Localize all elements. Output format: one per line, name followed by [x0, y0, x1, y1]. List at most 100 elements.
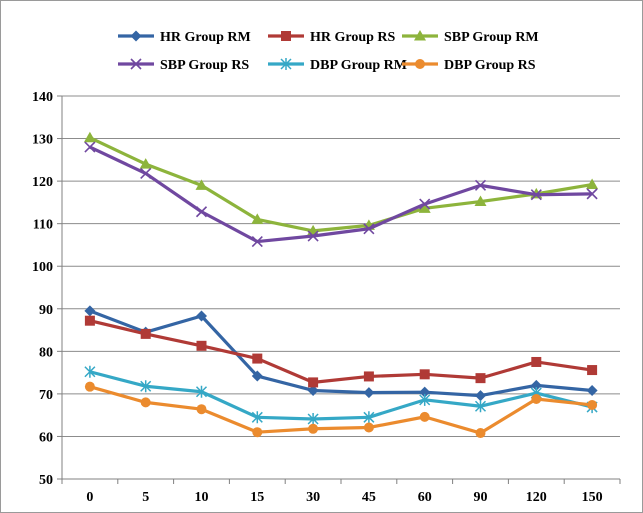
data-point: [419, 393, 431, 406]
data-point: [251, 235, 263, 248]
y-tick-label: 60: [39, 430, 53, 445]
data-point: [251, 370, 263, 382]
legend-label: SBP Group RM: [444, 30, 539, 45]
data-point: [419, 198, 431, 210]
data-point: [586, 178, 599, 190]
legend-label: HR Group RS: [310, 30, 396, 45]
series-lines: [83, 131, 599, 439]
data-point: [195, 179, 208, 190]
data-point: [84, 305, 96, 317]
y-tick-label: 110: [33, 218, 53, 233]
data-point: [475, 428, 486, 439]
series-line: [89, 136, 593, 233]
data-point: [195, 385, 208, 398]
series-sbp-group-rs: [84, 141, 598, 248]
legend-label: DBP Group RS: [444, 58, 536, 73]
data-point: [530, 189, 542, 201]
data-point: [252, 427, 263, 438]
data-point: [586, 384, 598, 396]
data-point: [530, 379, 542, 391]
y-tick-label: 90: [39, 303, 53, 318]
x-tick-label: 150: [582, 490, 603, 505]
data-point: [196, 340, 207, 351]
data-point: [474, 179, 487, 191]
data-point: [251, 411, 263, 424]
data-point: [363, 223, 375, 235]
data-point: [139, 158, 152, 169]
axes: [57, 95, 621, 484]
legend-label: DBP Group RM: [310, 58, 407, 73]
data-point: [419, 411, 430, 422]
data-point: [531, 356, 542, 367]
x-tick-label: 10: [195, 490, 209, 505]
y-tick-label: 70: [39, 388, 53, 403]
legend-marker: [130, 30, 142, 42]
data-point: [474, 195, 487, 207]
legend-item: DBP Group RS: [402, 58, 536, 73]
data-point: [251, 213, 264, 224]
data-point: [586, 188, 598, 200]
data-point: [587, 365, 598, 376]
data-point: [83, 131, 96, 143]
x-tick-label: 30: [306, 490, 320, 505]
series-line: [89, 370, 593, 421]
y-tick-label: 50: [39, 473, 53, 488]
y-tick-label: 100: [32, 260, 53, 275]
x-tick-label: 15: [250, 490, 264, 505]
x-tick-label: 60: [418, 490, 432, 505]
data-point: [140, 397, 151, 408]
x-tick-label: 90: [474, 490, 488, 505]
data-point: [475, 390, 486, 402]
data-point: [587, 399, 598, 410]
x-tick-labels: 0 5 10 15 30 45 60 90 120 150: [86, 490, 602, 505]
data-point: [84, 381, 95, 392]
x-tick-label: 45: [362, 490, 376, 505]
data-point: [140, 167, 152, 180]
series-dbp-group-rs: [84, 381, 598, 439]
legend-marker: [130, 58, 142, 70]
series-hr-group-rs: [84, 315, 598, 388]
data-point: [84, 315, 95, 326]
series-line: [89, 319, 593, 384]
data-point: [531, 393, 542, 404]
legend-marker: [415, 59, 425, 69]
legend-item: HR Group RM: [118, 30, 251, 45]
x-tick-label: 5: [142, 490, 149, 505]
legend-item: SBP Group RS: [118, 58, 249, 73]
y-tick-labels: 50 60 70 80 90 100 110 120 130 140: [32, 90, 53, 488]
data-point: [84, 365, 96, 378]
y-tick-label: 80: [39, 345, 53, 360]
legend-marker: [280, 58, 292, 70]
data-point: [419, 369, 430, 380]
data-point: [140, 328, 151, 339]
data-point: [84, 141, 96, 153]
series-dbp-group-rm: [84, 365, 598, 425]
data-point: [363, 371, 374, 382]
data-point: [308, 423, 319, 434]
data-point: [419, 386, 431, 398]
data-point: [363, 411, 375, 424]
data-point: [195, 206, 208, 218]
legend: HR Group RM HR Group RS SBP Group RM SBP Gr…: [118, 30, 539, 73]
x-tick-label: 120: [526, 490, 547, 505]
legend-item: DBP Group RM: [268, 58, 407, 73]
data-point: [307, 384, 319, 396]
data-point: [196, 310, 207, 322]
data-point: [308, 377, 319, 388]
data-point: [418, 202, 431, 213]
data-point: [363, 422, 374, 433]
series-hr-group-rm: [84, 305, 598, 402]
legend-label: HR Group RM: [160, 30, 251, 45]
data-point: [196, 404, 207, 415]
legend-item: SBP Group RM: [402, 30, 539, 45]
y-tick-label: 140: [32, 90, 53, 105]
y-tick-label: 130: [32, 133, 53, 148]
series-line: [89, 309, 593, 398]
data-point: [475, 373, 486, 384]
legend-marker: [281, 31, 291, 41]
legend-item: HR Group RS: [268, 30, 396, 45]
series-line: [89, 385, 593, 435]
data-point: [363, 387, 375, 399]
x-tick-label: 0: [86, 490, 93, 505]
